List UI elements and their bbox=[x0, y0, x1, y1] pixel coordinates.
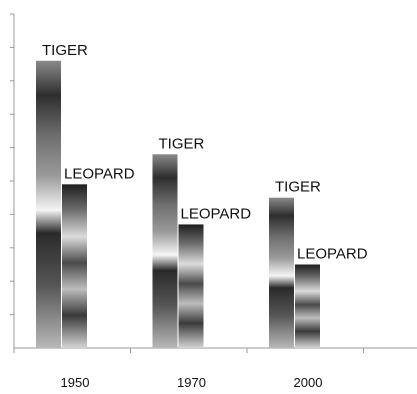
bar-leopard-2000 bbox=[295, 264, 320, 348]
data-label-leopard: LEOPARD bbox=[64, 165, 135, 182]
bar-tiger-2000 bbox=[269, 197, 294, 348]
bar-tiger-1970 bbox=[152, 154, 178, 348]
data-label-tiger: TIGER bbox=[42, 42, 88, 59]
bar-leopard-1950 bbox=[62, 184, 87, 348]
x-tick-label: 2000 bbox=[294, 375, 323, 390]
bar-tiger-1950 bbox=[36, 60, 61, 348]
data-label-tiger: TIGER bbox=[275, 179, 321, 196]
data-label-leopard: LEOPARD bbox=[297, 246, 368, 263]
data-label-leopard: LEOPARD bbox=[181, 205, 252, 222]
bar-leopard-1970 bbox=[178, 224, 204, 348]
x-tick-label: 1970 bbox=[177, 375, 206, 390]
x-tick-label: 1950 bbox=[61, 375, 90, 390]
data-label-tiger: TIGER bbox=[159, 135, 205, 152]
